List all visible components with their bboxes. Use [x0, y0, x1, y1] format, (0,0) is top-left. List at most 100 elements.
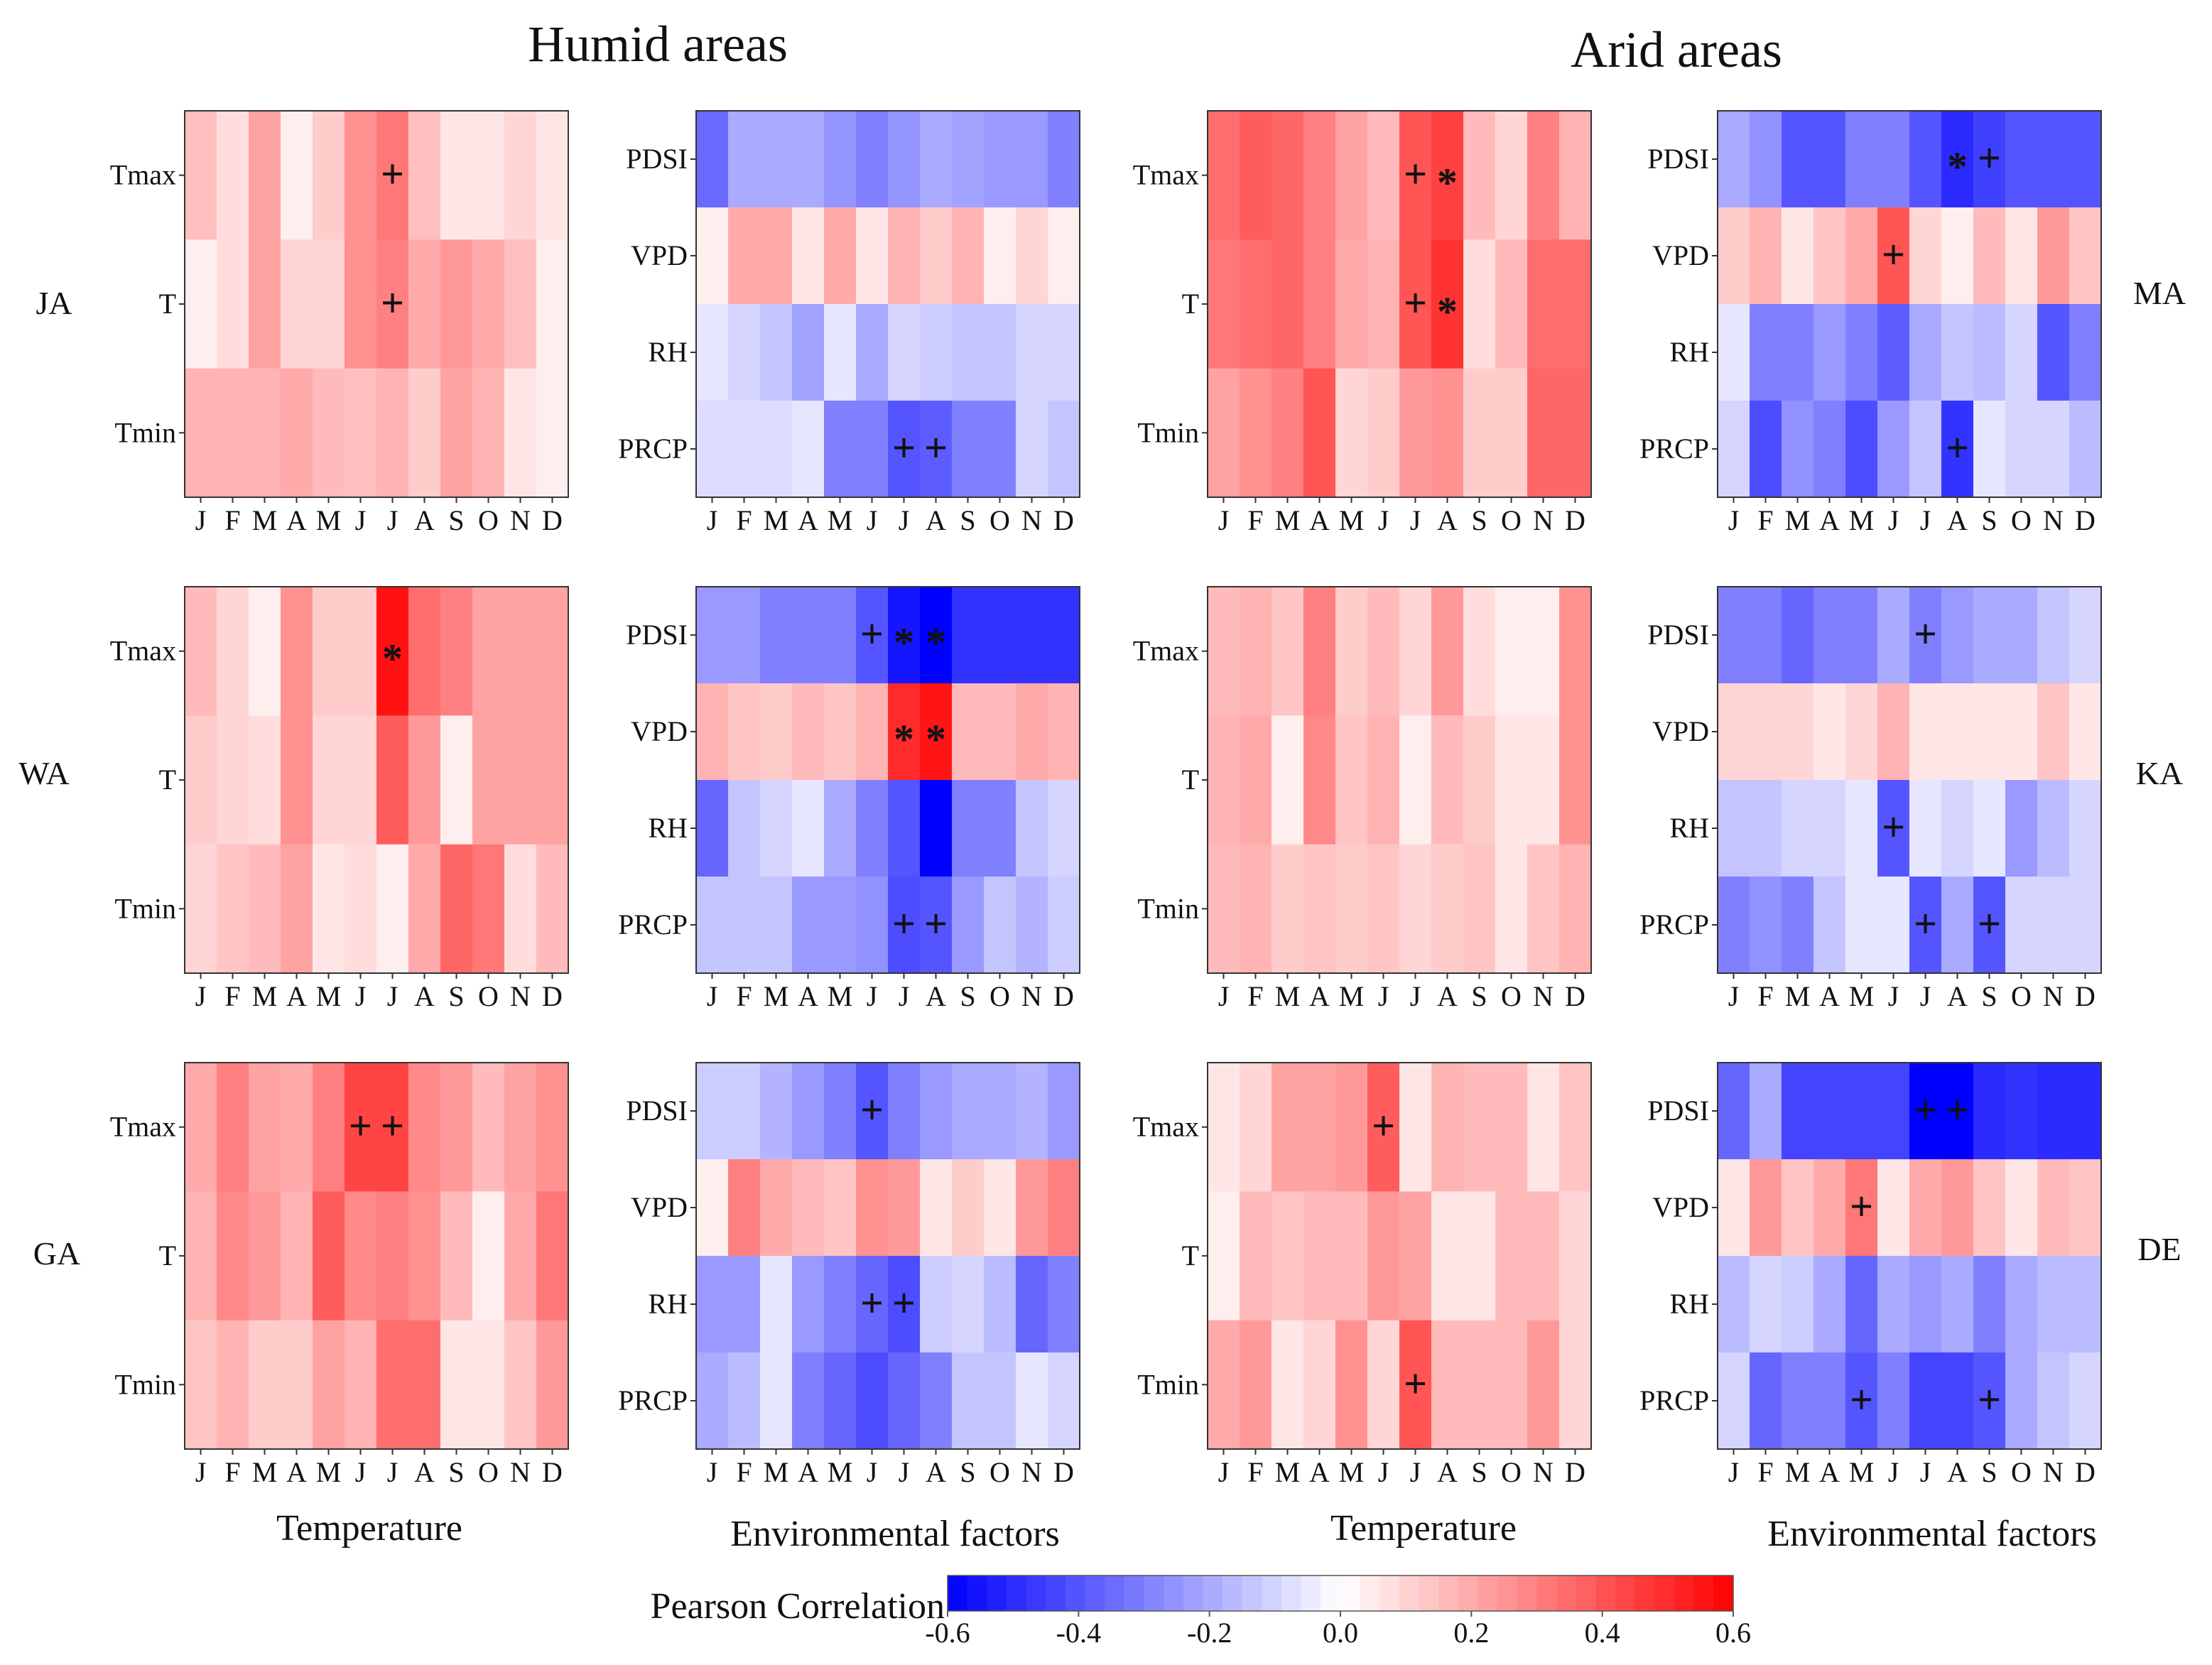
heatmap-cell: [1813, 587, 1846, 684]
x-tick-label: A: [1437, 504, 1458, 536]
heatmap-cell: [1782, 587, 1814, 684]
x-tick-label: J: [867, 1456, 878, 1488]
x-tick-label: M: [1785, 1456, 1811, 1488]
heatmap-cell: [1495, 844, 1528, 974]
heatmap-cell: [2037, 1159, 2070, 1257]
heatmap-cell: [1335, 587, 1368, 716]
heatmap-cell: [249, 587, 281, 716]
y-tick-label: PRCP: [618, 1384, 688, 1416]
heatmap-cell: [1813, 111, 1846, 208]
panel-frame: [695, 586, 1080, 974]
x-tick-label: F: [736, 980, 752, 1012]
heatmap-cell: [888, 683, 921, 781]
x-tick-label: A: [1947, 504, 1968, 536]
heatmap-cell: [1272, 111, 1304, 240]
heatmap-cell: [408, 844, 441, 974]
heatmap-cell: [1782, 207, 1814, 305]
y-tick-label: T: [1182, 288, 1199, 320]
heatmap-cell: [728, 683, 761, 781]
heatmap-cell: [504, 239, 537, 369]
heatmap-cell: [984, 683, 1016, 781]
xlabel-col-2: Environmental factors: [730, 1514, 1060, 1554]
heatmap-cell: [1367, 587, 1400, 716]
x-tick-label: J: [899, 504, 910, 536]
heatmap-cell: [1559, 844, 1592, 974]
colorbar-segment: [1164, 1575, 1184, 1611]
x-tick-label: S: [1471, 504, 1487, 536]
heatmap-cell: [1272, 1191, 1304, 1321]
heatmap-cell: [1718, 401, 1750, 498]
heatmap-cell: [1335, 844, 1368, 974]
heatmap-cell: [1877, 207, 1910, 305]
heatmap-cell: [2005, 111, 2038, 208]
significance-plus: +: [860, 1280, 884, 1326]
heatmap-cell: [920, 401, 953, 498]
heatmap-cell: [1782, 1352, 1814, 1450]
x-tick-label: J: [355, 980, 367, 1012]
heatmap-cell: [856, 877, 889, 974]
x-tick-label: O: [478, 1456, 499, 1488]
heatmap-cell: [504, 715, 537, 845]
heatmap-cell: [1303, 111, 1336, 240]
heatmap-cell: [281, 368, 313, 498]
heatmap-cell: [1495, 1191, 1528, 1321]
heatmap-cell: [2005, 1352, 2038, 1450]
heatmap-cell: [504, 111, 537, 240]
heatmap-cell: [696, 780, 729, 877]
heatmap-cell: [1718, 207, 1750, 305]
heatmap-cell: [728, 111, 761, 208]
heatmap-cell: [2069, 587, 2102, 684]
significance-plus: +: [1372, 1103, 1395, 1149]
heatmap-cell: [792, 877, 825, 974]
heatmap-cell: [1941, 207, 1974, 305]
heatmap-cell: [984, 1159, 1016, 1257]
heatmap-cell: [1016, 304, 1048, 401]
heatmap-cell: [920, 304, 953, 401]
heatmap-cell: [1845, 304, 1878, 401]
heatmap-cell: [2037, 683, 2070, 781]
colorbar-segment: [1438, 1575, 1459, 1611]
heatmap-cell: [952, 1352, 985, 1450]
x-tick-label: S: [960, 980, 975, 1012]
panel-frame: [1717, 110, 2102, 498]
x-tick-label: M: [1849, 1456, 1875, 1488]
x-tick-label: D: [1565, 980, 1585, 1012]
heatmap-cell: [1208, 1320, 1240, 1450]
heatmap-cell: [1367, 239, 1400, 369]
x-tick-label: J: [1888, 980, 1899, 1012]
significance-plus: +: [1978, 135, 2001, 181]
heatmap-cell: [408, 587, 441, 716]
colorbar-segment: [1340, 1575, 1361, 1611]
heatmap-cell: [1941, 1063, 1974, 1160]
y-tick-label: T: [159, 764, 176, 796]
heatmap-cell: [728, 1159, 761, 1257]
heatmap-cell: [824, 587, 857, 684]
heatmap-cell: [760, 877, 793, 974]
heatmap-cell: [1240, 1320, 1272, 1450]
significance-plus: +: [381, 280, 404, 326]
heatmap-cell: [2037, 207, 2070, 305]
y-tick-label: PDSI: [626, 143, 688, 175]
x-tick-label: F: [1247, 980, 1263, 1012]
y-tick-label: PRCP: [618, 909, 688, 940]
heatmap-cell: [1559, 368, 1592, 498]
heatmap-cell: [2069, 780, 2102, 877]
heatmap-cell: [1463, 111, 1496, 240]
heatmap-cell: [888, 780, 921, 877]
heatmap-cell: [728, 304, 761, 401]
heatmap-cell: [824, 1159, 857, 1257]
colorbar-tick-label: -0.4: [1056, 1617, 1101, 1649]
y-tick-label: RH: [648, 812, 688, 844]
heatmap-cell: [1048, 111, 1080, 208]
heatmap-cell: [1208, 239, 1240, 369]
y-tick-label: PRCP: [1639, 909, 1709, 940]
heatmap-cell: [1399, 368, 1432, 498]
heatmap-cell: [536, 715, 569, 845]
heatmap-cell: [728, 401, 761, 498]
heatmap-cell: [696, 683, 729, 781]
colorbar-segment: [1006, 1575, 1027, 1611]
colorbar-segment: [1615, 1575, 1636, 1611]
heatmap-cell: [1399, 1191, 1432, 1321]
heatmap-cell: [1877, 111, 1910, 208]
heatmap-cell: [1208, 587, 1240, 716]
